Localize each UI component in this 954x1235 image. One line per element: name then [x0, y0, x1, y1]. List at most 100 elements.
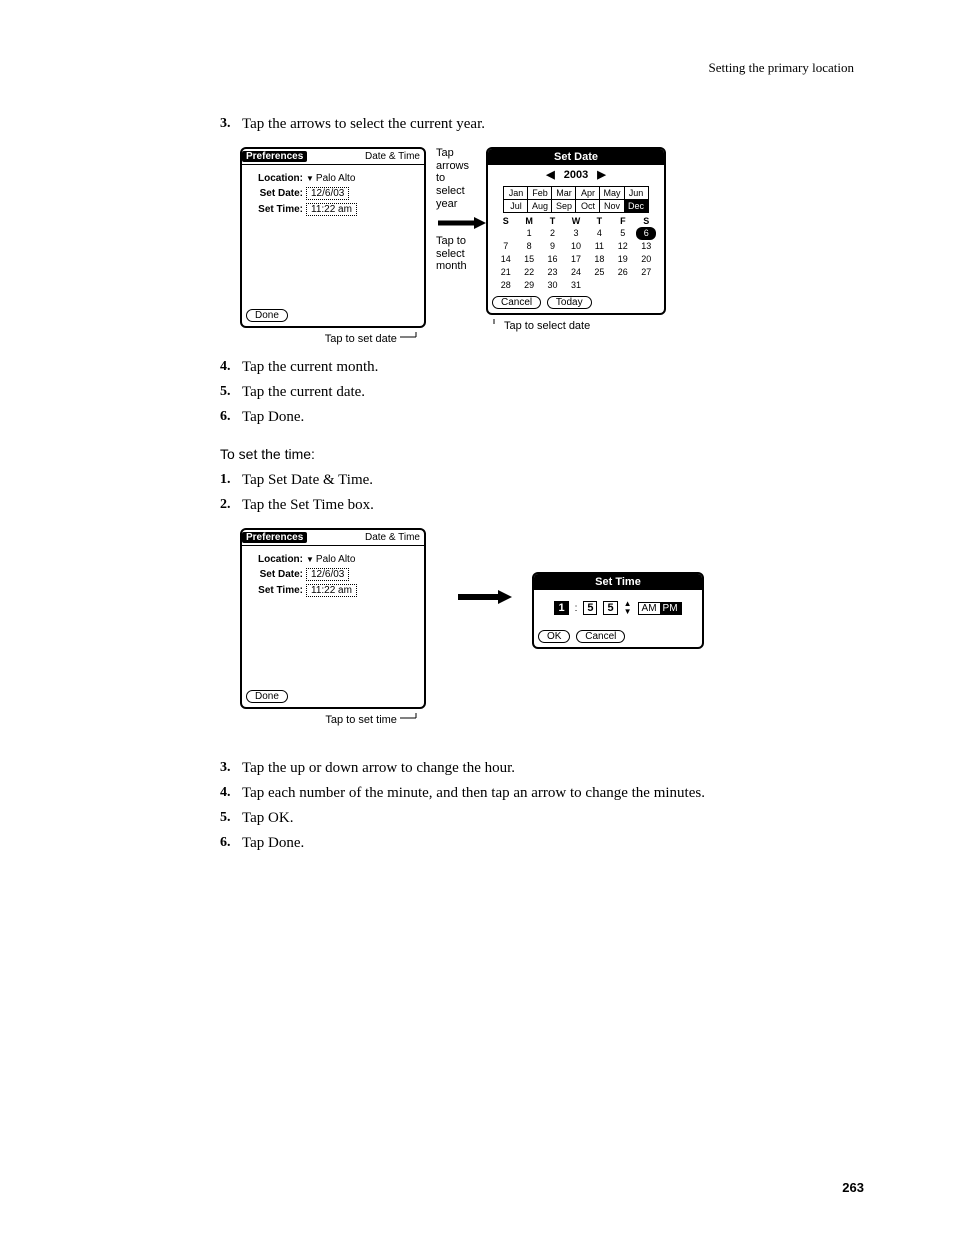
cancel-button[interactable]: Cancel: [492, 296, 541, 309]
day-cell: [589, 279, 609, 292]
settime-screen: Set Time 1 : 55 ▲▼ AMPM OK Cancel: [532, 572, 704, 649]
location-dropdown[interactable]: Palo Alto: [306, 173, 355, 184]
step: 6.Tap Done.: [220, 835, 834, 852]
day-cell[interactable]: 26: [613, 266, 633, 279]
settime-title: Set Time: [534, 574, 702, 590]
annot-month: Tap toselectmonth: [436, 235, 476, 273]
ok-button[interactable]: OK: [538, 630, 570, 643]
day-cell[interactable]: 5: [613, 227, 633, 240]
step: 5.Tap OK.: [220, 810, 834, 827]
day-cell[interactable]: 25: [589, 266, 609, 279]
day-cell[interactable]: 13: [636, 240, 656, 253]
setdate-box[interactable]: 12/6/03: [306, 187, 349, 200]
month-cell[interactable]: Apr: [576, 187, 600, 200]
day-cell[interactable]: 17: [566, 253, 586, 266]
day-cell[interactable]: 22: [519, 266, 539, 279]
year-prev-icon[interactable]: ◀: [546, 169, 554, 181]
day-cell[interactable]: 21: [496, 266, 516, 279]
step-text: Tap Done.: [242, 409, 834, 426]
am-button[interactable]: AM: [639, 603, 660, 614]
setdate-title: Set Date: [488, 149, 664, 165]
month-cell[interactable]: Feb: [528, 187, 552, 200]
annot-year: Taparrowstoselectyear: [436, 147, 476, 210]
minute-tens[interactable]: 5: [583, 601, 597, 615]
prefs-subtitle: Date & Time: [365, 532, 420, 543]
prefs-title: Preferences: [242, 532, 307, 543]
today-button[interactable]: Today: [547, 296, 592, 309]
pm-button[interactable]: PM: [660, 603, 681, 614]
hour-field[interactable]: 1: [554, 601, 568, 615]
step-text: Tap the current month.: [242, 359, 834, 376]
day-cell[interactable]: 19: [613, 253, 633, 266]
day-cell[interactable]: 29: [519, 279, 539, 292]
day-cell[interactable]: 11: [589, 240, 609, 253]
day-cell[interactable]: 28: [496, 279, 516, 292]
done-button[interactable]: Done: [246, 309, 288, 322]
month-cell[interactable]: Jan: [504, 187, 528, 200]
prefs-subtitle: Date & Time: [365, 151, 420, 162]
month-cell[interactable]: Sep: [552, 200, 576, 213]
day-cell[interactable]: 9: [543, 240, 563, 253]
minute-ones[interactable]: 5: [603, 601, 617, 615]
settime-box[interactable]: 11:22 am: [306, 584, 357, 597]
leader-line: [400, 332, 420, 345]
step: 3.Tap the arrows to select the current y…: [220, 116, 834, 133]
day-cell[interactable]: 31: [566, 279, 586, 292]
step: 4.Tap the current month.: [220, 359, 834, 376]
location-label: Location:: [250, 554, 306, 565]
step-text: Tap OK.: [242, 810, 834, 827]
day-cell[interactable]: 20: [636, 253, 656, 266]
year-next-icon[interactable]: ▶: [597, 169, 605, 181]
month-cell[interactable]: Jul: [504, 200, 528, 213]
day-cell[interactable]: 3: [566, 227, 586, 240]
day-cell[interactable]: 18: [589, 253, 609, 266]
step-text: Tap each number of the minute, and then …: [242, 785, 834, 802]
day-cell[interactable]: 24: [566, 266, 586, 279]
day-cell[interactable]: 1: [519, 227, 539, 240]
day-cell[interactable]: 2: [543, 227, 563, 240]
day-cell[interactable]: 4: [589, 227, 609, 240]
updown-arrows[interactable]: ▲▼: [624, 600, 632, 616]
day-cell[interactable]: 16: [543, 253, 563, 266]
day-cell[interactable]: 23: [543, 266, 563, 279]
day-cell[interactable]: 10: [566, 240, 586, 253]
setdate-label: Set Date:: [250, 188, 306, 199]
day-cell[interactable]: 27: [636, 266, 656, 279]
day-cell: [636, 279, 656, 292]
setdate-box[interactable]: 12/6/03: [306, 568, 349, 581]
day-cell[interactable]: 6: [636, 227, 656, 240]
settime-box[interactable]: 11:22 am: [306, 203, 357, 216]
month-cell[interactable]: Nov: [600, 200, 624, 213]
day-cell[interactable]: 7: [496, 240, 516, 253]
year-value: 2003: [564, 169, 588, 181]
day-cell[interactable]: 15: [519, 253, 539, 266]
colon: :: [575, 603, 578, 614]
day-cell[interactable]: 30: [543, 279, 563, 292]
step: 6.Tap Done.: [220, 409, 834, 426]
month-cell[interactable]: Aug: [528, 200, 552, 213]
month-cell[interactable]: Dec: [624, 200, 648, 213]
step-num: 4.: [220, 785, 242, 802]
step-num: 3.: [220, 116, 242, 133]
cancel-button[interactable]: Cancel: [576, 630, 625, 643]
step-text: Tap the arrows to select the current yea…: [242, 116, 834, 133]
prefs-screen-1: Preferences Date & Time Location: Palo A…: [240, 147, 426, 328]
arrow-icon: [456, 588, 512, 606]
month-cell[interactable]: Oct: [576, 200, 600, 213]
step-text: Tap the Set Time box.: [242, 497, 834, 514]
location-dropdown[interactable]: Palo Alto: [306, 554, 355, 565]
month-cell[interactable]: Mar: [552, 187, 576, 200]
day-cell[interactable]: 12: [613, 240, 633, 253]
step-num: 4.: [220, 359, 242, 376]
step: 5.Tap the current date.: [220, 384, 834, 401]
done-button[interactable]: Done: [246, 690, 288, 703]
step-num: 2.: [220, 497, 242, 514]
month-cell[interactable]: Jun: [624, 187, 648, 200]
step: 1.Tap Set Date & Time.: [220, 472, 834, 489]
step-num: 1.: [220, 472, 242, 489]
arrow-icon: [436, 215, 486, 231]
day-cell[interactable]: 14: [496, 253, 516, 266]
month-cell[interactable]: May: [600, 187, 624, 200]
dow-label: W: [566, 216, 586, 226]
day-cell[interactable]: 8: [519, 240, 539, 253]
